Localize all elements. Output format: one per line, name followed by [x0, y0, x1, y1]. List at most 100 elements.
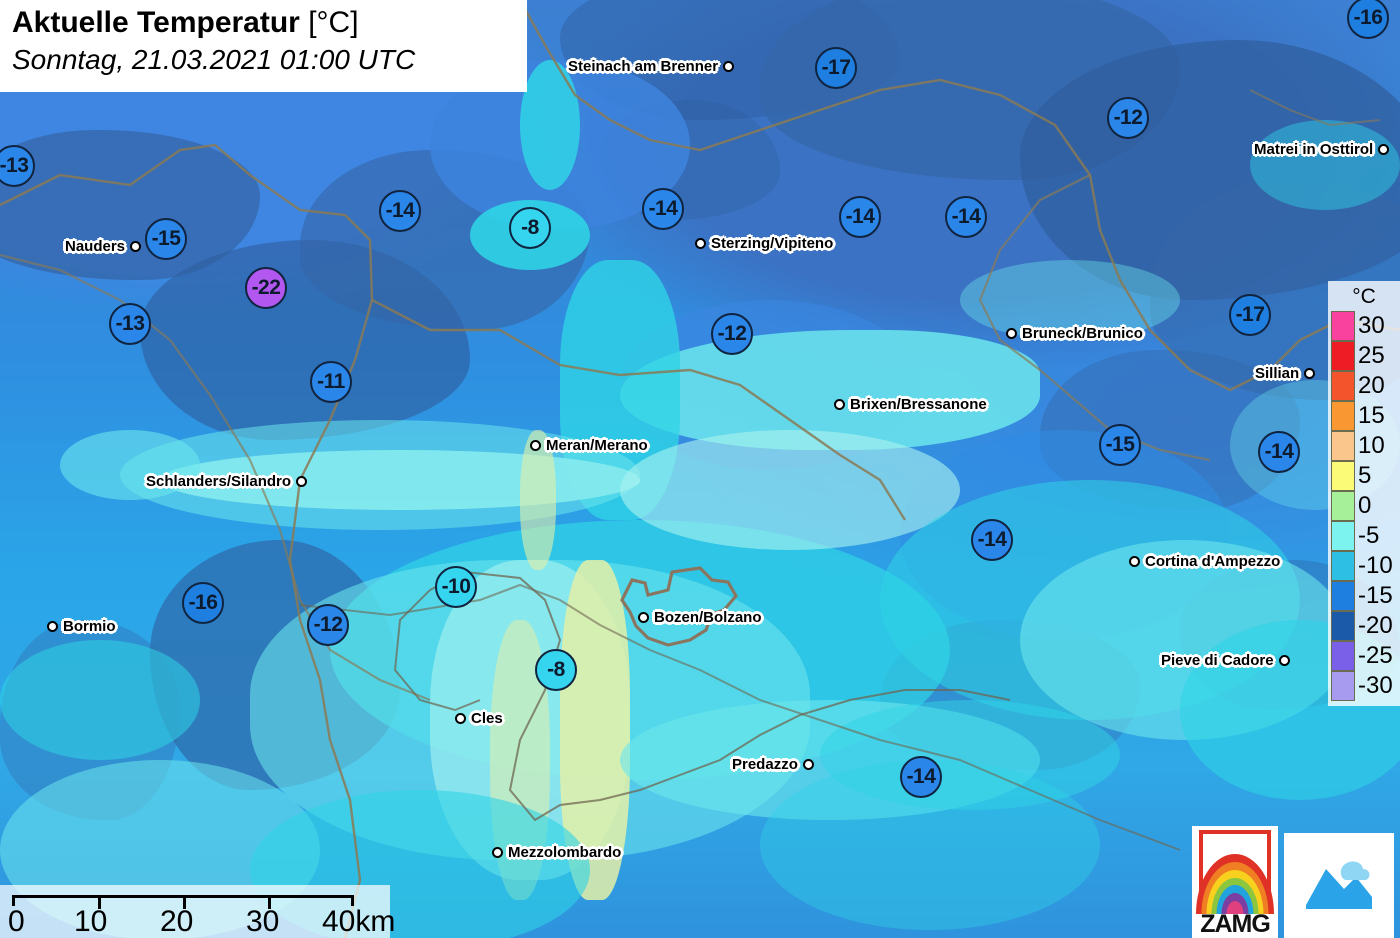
title-unit: [°C] — [308, 6, 359, 39]
station-marker[interactable]: Bormio — [47, 617, 117, 637]
temperature-bubble[interactable]: -14 — [379, 190, 421, 232]
legend-row: -25 — [1328, 641, 1400, 671]
legend-label: 15 — [1358, 402, 1385, 429]
temperature-bubble[interactable]: -16 — [182, 582, 224, 624]
temperature-bubble[interactable]: -12 — [307, 604, 349, 646]
zamg-logo: ZAMG — [1192, 826, 1278, 938]
temperature-bubble[interactable]: -14 — [839, 196, 881, 238]
temperature-bubble[interactable]: -14 — [945, 196, 987, 238]
station-dot-icon — [296, 476, 308, 487]
temperature-bubble[interactable]: -8 — [535, 649, 577, 691]
station-marker[interactable]: Nauders — [63, 237, 142, 257]
legend-row: -15 — [1328, 581, 1400, 611]
station-label: Predazzo — [731, 755, 800, 775]
legend-label: 0 — [1358, 492, 1372, 519]
station-dot-icon — [802, 759, 814, 770]
logo-group: ZAMG — [1192, 826, 1394, 938]
temperature-bubble[interactable]: -14 — [1258, 431, 1300, 473]
temperature-bubble[interactable]: -17 — [815, 47, 857, 89]
legend-swatch — [1331, 611, 1355, 641]
legend-label: 20 — [1358, 372, 1385, 399]
rainbow-icon — [1196, 852, 1274, 914]
scale-bar: 0 10 20 30 40km — [0, 885, 395, 938]
temperature-bubble[interactable]: -10 — [435, 566, 477, 608]
legend-label: -10 — [1358, 552, 1393, 579]
station-marker[interactable]: Schlanders/Silandro — [144, 472, 308, 492]
mountain-cloud-icon — [1306, 861, 1372, 909]
station-label: Matrei in Osttirol — [1252, 140, 1374, 160]
station-dot-icon — [530, 440, 541, 451]
station-marker[interactable]: Steinach am Brenner — [566, 57, 735, 77]
temperature-bubble[interactable]: -12 — [711, 313, 753, 355]
station-label: Bozen/Bolzano — [653, 608, 763, 628]
legend-label: 30 — [1358, 312, 1385, 339]
zamg-wordmark: ZAMG — [1200, 910, 1271, 938]
scale-tick-label: 40km — [322, 905, 396, 938]
legend-row: 0 — [1328, 491, 1400, 521]
temperature-bubble[interactable]: -14 — [642, 188, 684, 230]
station-marker[interactable]: Cortina d'Ampezzo — [1129, 552, 1282, 572]
temperature-bubble[interactable]: -22 — [245, 267, 287, 309]
title-box: Aktuelle Temperatur [°C] Sonntag, 21.03.… — [0, 0, 527, 92]
temperature-bubble[interactable]: -15 — [145, 218, 187, 260]
legend-row: 15 — [1328, 401, 1400, 431]
station-label: Brixen/Bressanone — [849, 395, 989, 415]
station-dot-icon — [1378, 144, 1390, 155]
temperature-bubble[interactable]: -8 — [509, 207, 551, 249]
station-marker[interactable]: Meran/Merano — [530, 436, 649, 456]
temperature-bubble[interactable]: -17 — [1229, 294, 1271, 336]
legend-swatch — [1331, 461, 1355, 491]
legend-swatch — [1331, 641, 1355, 671]
station-label: Nauders — [63, 237, 126, 257]
station-marker[interactable]: Sterzing/Vipiteno — [695, 234, 835, 254]
station-marker[interactable]: Bruneck/Brunico — [1006, 324, 1145, 344]
temperature-bubble[interactable]: -13 — [109, 303, 151, 345]
legend-rows: 30 25 20 15 10 5 0 -5 -10 -15 -20 -25 -30 — [1328, 311, 1400, 701]
station-dot-icon — [695, 238, 706, 249]
scale-tick-label: 0 — [8, 905, 25, 938]
station-marker[interactable]: Bozen/Bolzano — [638, 608, 763, 628]
station-marker[interactable]: Pieve di Cadore — [1160, 651, 1290, 671]
temperature-bubble[interactable]: -11 — [310, 361, 352, 403]
legend-swatch — [1331, 341, 1355, 371]
legend-unit-label: °C — [1352, 285, 1376, 308]
legend-row: 10 — [1328, 431, 1400, 461]
legend-swatch — [1331, 491, 1355, 521]
legend-row: 20 — [1328, 371, 1400, 401]
station-marker[interactable]: Matrei in Osttirol — [1252, 140, 1390, 160]
legend-row: 5 — [1328, 461, 1400, 491]
temperature-bubble[interactable]: -15 — [1099, 424, 1141, 466]
legend-swatch — [1331, 371, 1355, 401]
station-dot-icon — [723, 61, 735, 72]
temperature-bubble[interactable]: -14 — [971, 519, 1013, 561]
legend-row: 30 — [1328, 311, 1400, 341]
station-marker[interactable]: Sillian — [1253, 364, 1316, 384]
station-marker[interactable]: Mezzolombardo — [492, 843, 623, 863]
station-label: Cles — [470, 709, 505, 729]
station-label: Sterzing/Vipiteno — [709, 234, 834, 254]
legend-row: -5 — [1328, 521, 1400, 551]
color-legend[interactable]: °C 30 25 20 15 10 5 0 -5 -10 -15 -20 -25 -30 — [1328, 281, 1400, 706]
legend-label: 5 — [1358, 462, 1372, 489]
station-dot-icon — [455, 713, 466, 724]
station-label: Bruneck/Brunico — [1021, 324, 1145, 344]
station-marker[interactable]: Brixen/Bressanone — [834, 395, 989, 415]
temperature-bubble[interactable]: -12 — [1107, 97, 1149, 139]
legend-label: -20 — [1358, 612, 1393, 639]
provider-logo — [1284, 833, 1394, 938]
station-marker[interactable]: Cles — [455, 709, 505, 729]
legend-row: 25 — [1328, 341, 1400, 371]
legend-label: 10 — [1358, 432, 1385, 459]
station-label: Bormio — [62, 617, 117, 637]
station-label: Cortina d'Ampezzo — [1143, 552, 1281, 572]
legend-row: -30 — [1328, 671, 1400, 701]
legend-swatch — [1331, 581, 1355, 611]
station-dot-icon — [1304, 368, 1316, 379]
station-dot-icon — [1129, 556, 1140, 567]
station-marker[interactable]: Predazzo — [731, 755, 814, 775]
legend-swatch — [1331, 521, 1355, 551]
station-dot-icon — [1006, 328, 1017, 339]
temperature-bubble[interactable]: -14 — [900, 756, 942, 798]
